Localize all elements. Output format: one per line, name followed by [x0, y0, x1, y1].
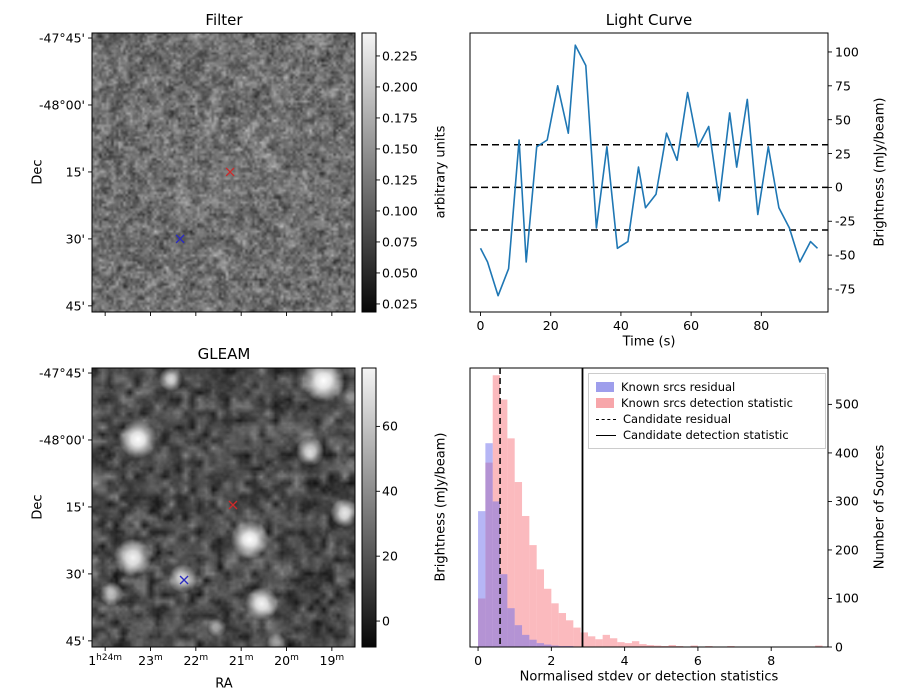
- filter-sky-image: [92, 33, 355, 312]
- light-curve-line: [479, 44, 819, 297]
- legend-item: Known srcs detection statistic: [596, 395, 818, 411]
- legend-patch: [596, 382, 614, 392]
- hist-bar: [522, 634, 530, 647]
- legend-patch: [596, 398, 614, 408]
- known-source-marker: [179, 575, 189, 585]
- hist-bar: [573, 627, 581, 647]
- hist-bar: [587, 636, 596, 647]
- hist-bar: [478, 511, 486, 647]
- legend-item: Known srcs residual: [596, 379, 818, 395]
- light-curve-axes: [469, 32, 829, 313]
- legend-item: Candidate detection statistic: [596, 427, 818, 443]
- hist-bar: [566, 620, 574, 647]
- gleam-sky-image: [92, 368, 355, 647]
- gleam-axes: [91, 367, 356, 648]
- candidate-marker: [228, 500, 238, 510]
- legend-line-swatch: [596, 434, 616, 436]
- hist-bar: [500, 399, 508, 647]
- legend-label: Known srcs detection statistic: [621, 396, 793, 410]
- hist-bar: [551, 645, 559, 647]
- hist-bar: [551, 603, 559, 647]
- hist-bar: [624, 643, 632, 647]
- hist-bar: [639, 644, 647, 647]
- legend-label: Candidate detection statistic: [623, 428, 789, 442]
- legend-item: Candidate residual: [596, 411, 818, 427]
- hist-bar: [514, 482, 523, 647]
- hist-bar: [815, 645, 823, 647]
- legend: Known srcs residual Known srcs detection …: [588, 373, 826, 449]
- hist-bar: [544, 644, 552, 647]
- hist-bar: [602, 634, 610, 647]
- hist-bar: [536, 569, 545, 647]
- colorbar: [361, 32, 377, 313]
- hist-bar: [609, 638, 618, 647]
- legend-line-swatch: [596, 418, 616, 420]
- hist-bar: [595, 639, 603, 647]
- hist-bar: [485, 443, 493, 647]
- filter-axes: [91, 32, 356, 313]
- known-source-marker: [175, 234, 185, 244]
- hist-bar: [529, 639, 537, 647]
- hist-bar: [668, 645, 676, 647]
- hist-bar: [631, 641, 640, 647]
- hist-bar: [646, 645, 654, 647]
- hist-bar: [507, 608, 515, 647]
- hist-bar: [558, 613, 567, 647]
- hist-bar: [653, 645, 662, 647]
- colorbar: [361, 367, 377, 648]
- hist-bar: [536, 643, 545, 647]
- legend-label: Known srcs residual: [621, 380, 736, 394]
- hist-bar: [580, 632, 588, 647]
- hist-bar: [492, 501, 501, 647]
- hist-bar: [507, 438, 515, 647]
- hist-bar: [529, 545, 537, 647]
- candidate-marker: [225, 167, 235, 177]
- legend-label: Candidate residual: [623, 412, 732, 426]
- hist-bar: [514, 625, 523, 647]
- hist-bar: [690, 645, 698, 647]
- histogram-axes: [469, 367, 829, 648]
- hist-bar: [544, 588, 552, 647]
- hist-bar: [522, 515, 530, 647]
- hist-bar: [617, 642, 625, 647]
- hist-bar: [500, 574, 508, 647]
